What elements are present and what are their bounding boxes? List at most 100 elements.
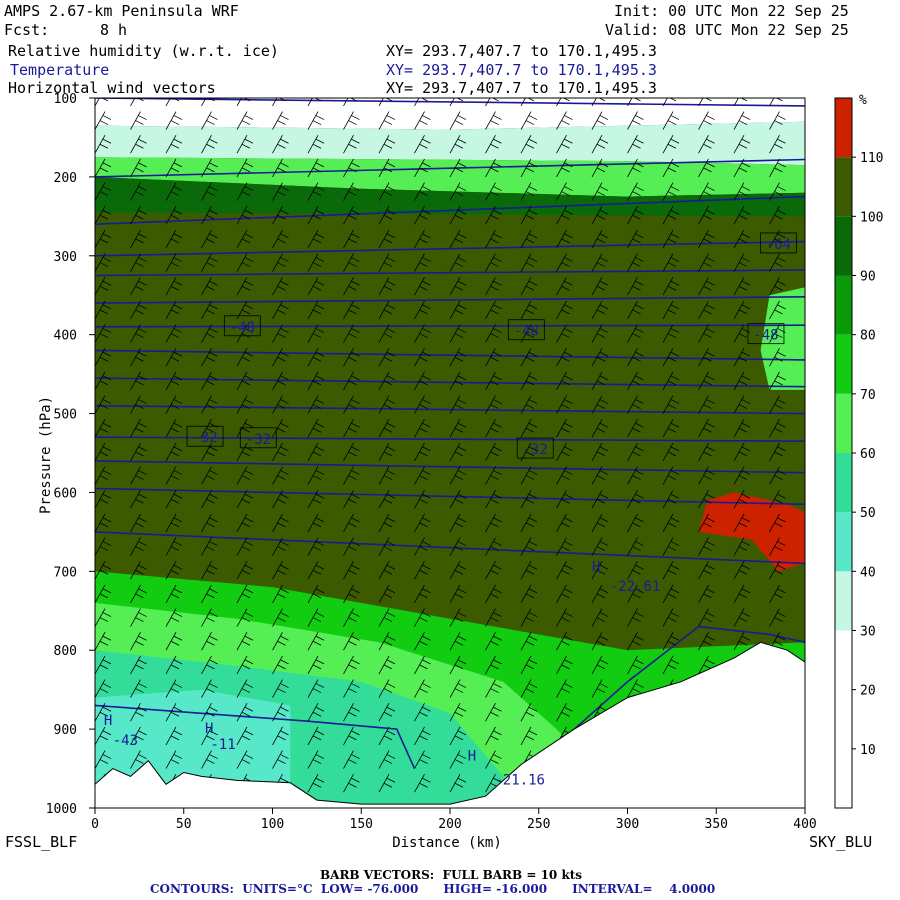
wind-barb [769, 182, 786, 201]
wind-barb [485, 277, 502, 296]
wind-barb [378, 300, 396, 320]
wind-barb [556, 466, 573, 485]
wind-barb [449, 490, 467, 509]
wind-barb [804, 460, 805, 461]
colorbar-tick-label: 90 [860, 270, 876, 285]
wind-barb [485, 348, 502, 367]
wind-barb [804, 554, 805, 556]
wind-barb [627, 229, 644, 249]
wind-barb [627, 679, 644, 698]
wind-barb [698, 182, 715, 201]
wind-barb [95, 419, 112, 438]
wind-barb [130, 111, 147, 130]
wind-barb [591, 135, 609, 154]
wind-barb [165, 703, 183, 722]
temperature-contour [538, 625, 805, 762]
wind-barb [236, 632, 254, 651]
wind-barb [698, 561, 715, 580]
wind-barb [95, 513, 112, 533]
wind-barb [201, 158, 218, 178]
x-tick-label: 100 [261, 817, 284, 832]
wind-barb [165, 726, 183, 746]
colorbar-tick-label: 70 [860, 388, 876, 403]
wind-barb [236, 726, 254, 746]
wind-barb [236, 253, 254, 272]
wind-barb [378, 679, 396, 698]
wind-barb [591, 300, 609, 320]
barb-note: BARB VECTORS: FULL BARB = 10 kts [320, 868, 583, 882]
wind-barb [698, 419, 715, 438]
wind-barb [627, 395, 644, 414]
wind-barb [307, 608, 325, 627]
wind-barb [449, 513, 467, 533]
wind-barb [698, 442, 715, 462]
wind-barb [343, 419, 360, 438]
wind-barb [165, 419, 183, 438]
contour-label: -48 [514, 324, 539, 340]
wind-barb [804, 625, 805, 627]
wind-barb [449, 632, 467, 651]
wind-barb [95, 371, 112, 391]
extremum-label: -21.16 [494, 772, 545, 788]
x-tick-label: 0 [91, 817, 99, 832]
contour-label-box [239, 427, 277, 449]
wind-barb [236, 182, 254, 201]
wind-barb [165, 158, 183, 178]
wind-barb [343, 655, 360, 675]
wind-barb [698, 348, 715, 367]
wind-barb [662, 513, 680, 533]
wind-barb [769, 206, 786, 225]
wind-barb [449, 229, 467, 249]
wind-barb [95, 466, 112, 485]
wind-barb [130, 348, 147, 367]
wind-barb [95, 277, 112, 296]
wind-barb [520, 371, 538, 391]
wind-barb [307, 537, 325, 556]
wind-barb [307, 348, 325, 367]
wind-barb [662, 608, 680, 627]
wind-barb [591, 253, 609, 272]
wind-barb [449, 324, 467, 343]
wind-barb [414, 135, 431, 154]
wind-barb [201, 537, 218, 556]
wind-barb [201, 324, 218, 343]
wind-barb [485, 206, 502, 225]
wind-barb [95, 608, 112, 627]
wind-barb [662, 98, 677, 107]
wind-barb [272, 679, 289, 698]
temperature-contour [95, 269, 805, 277]
wind-barb [165, 537, 183, 556]
forecast-hour: 8 h [100, 21, 128, 39]
wind-barb [662, 300, 680, 320]
wind-barb [307, 750, 325, 769]
wind-barb [520, 584, 538, 604]
wind-barb [662, 277, 680, 296]
field-name-temperature: Temperature [10, 61, 110, 79]
wind-barb [733, 513, 751, 533]
wind-barb [804, 649, 805, 651]
wind-barb [733, 419, 751, 438]
wind-barb [236, 135, 254, 154]
wind-barb [662, 253, 680, 272]
field-xy-wind: XY= 293.7,407.7 to 170.1,495.3 [386, 79, 657, 97]
colorbar-unit: % [859, 93, 867, 108]
wind-barb [485, 442, 502, 462]
wind-barb [556, 632, 573, 651]
wind-barb [733, 442, 751, 462]
wind-barb [414, 726, 431, 746]
x-axis-label: Distance (km) [392, 835, 502, 851]
axis-layer: 0 50 100 150 200 250 300 350 400 100 200 300 400 500 6… [46, 92, 817, 832]
wind-barb [95, 703, 112, 722]
contour-label-box [223, 315, 261, 337]
x-tick-label: 300 [616, 817, 639, 832]
x-tick-label: 50 [176, 817, 192, 832]
wind-barb [520, 253, 538, 272]
wind-barb [307, 703, 325, 722]
wind-barb [307, 135, 325, 154]
wind-barb [804, 341, 805, 343]
wind-barb [769, 513, 786, 533]
wind-barb [804, 105, 805, 106]
wind-barb [769, 490, 786, 509]
wind-barb [804, 436, 805, 438]
wind-barb [485, 182, 502, 201]
